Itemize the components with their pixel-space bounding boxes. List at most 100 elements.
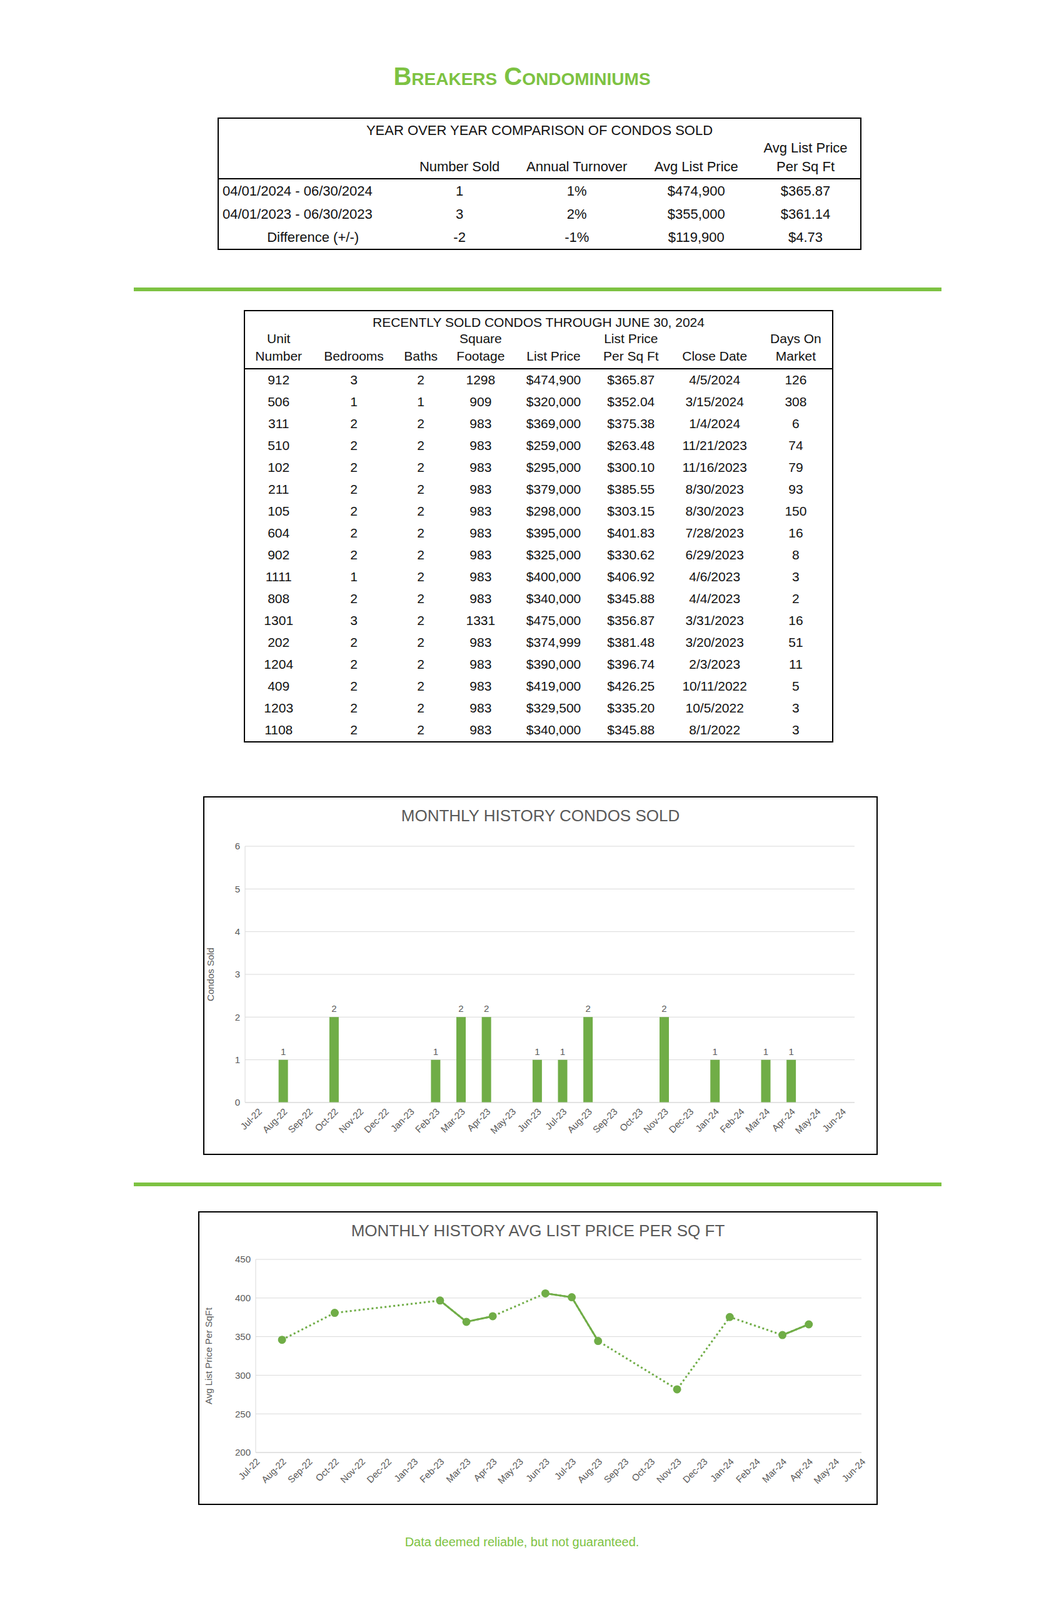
svg-text:6: 6 (235, 840, 241, 852)
svg-text:Jun-23: Jun-23 (515, 1106, 543, 1135)
svg-text:450: 450 (235, 1254, 251, 1265)
svg-text:200: 200 (235, 1447, 251, 1458)
svg-text:Apr-23: Apr-23 (471, 1456, 499, 1485)
svg-text:Aug-22: Aug-22 (260, 1106, 289, 1136)
svg-text:2: 2 (235, 1012, 241, 1023)
svg-text:Mar-24: Mar-24 (760, 1456, 789, 1486)
html-text:$365.87: $365.87 (780, 183, 831, 199)
svg-text:Jul-22: Jul-22 (236, 1456, 262, 1483)
svg-text:250: 250 (235, 1409, 251, 1420)
svg-text:Dec-22: Dec-22 (361, 1106, 391, 1136)
svg-text:Nov-23: Nov-23 (641, 1106, 671, 1136)
html-text:Number Sold: Number Sold (419, 158, 500, 175)
svg-text:Oct-23: Oct-23 (617, 1106, 645, 1135)
svg-text:1: 1 (280, 1046, 286, 1058)
html-text:$361.14: $361.14 (780, 206, 831, 222)
svg-text:Feb-23: Feb-23 (413, 1106, 442, 1136)
html-text:912: 912 (267, 372, 290, 388)
svg-text:Mar-24: Mar-24 (743, 1106, 773, 1136)
svg-text:Nov-23: Nov-23 (654, 1456, 684, 1486)
svg-text:1: 1 (788, 1046, 794, 1058)
html-text:1%: 1% (566, 183, 587, 199)
svg-text:Apr-24: Apr-24 (769, 1106, 798, 1135)
svg-text:Condos Sold: Condos Sold (205, 947, 216, 1002)
svg-text:Jul-23: Jul-23 (543, 1106, 569, 1132)
svg-text:Mar-23: Mar-23 (438, 1106, 467, 1136)
svg-text:1: 1 (712, 1046, 718, 1058)
svg-text:May-23: May-23 (495, 1456, 526, 1486)
html-text:$4.73: $4.73 (788, 229, 823, 245)
html-text:1298: 1298 (466, 372, 496, 388)
svg-text:Aug-22: Aug-22 (259, 1456, 289, 1486)
svg-text:May-24: May-24 (811, 1456, 841, 1486)
svg-text:Aug-23: Aug-23 (565, 1106, 594, 1136)
html-text:Per Sq Ft: Per Sq Ft (776, 158, 835, 175)
html-text:$119,900: $119,900 (668, 229, 725, 245)
svg-text:Dec-23: Dec-23 (680, 1456, 710, 1486)
svg-text:1: 1 (763, 1046, 769, 1058)
svg-text:Oct-22: Oct-22 (313, 1456, 341, 1485)
svg-text:Nov-22: Nov-22 (338, 1456, 367, 1486)
svg-text:May-24: May-24 (792, 1106, 823, 1136)
svg-text:Sep-23: Sep-23 (601, 1456, 631, 1486)
svg-text:2: 2 (585, 1003, 591, 1014)
html-text:Avg List Price: Avg List Price (654, 158, 739, 175)
svg-text:Jan-24: Jan-24 (693, 1106, 721, 1135)
svg-text:Jan-23: Jan-23 (391, 1456, 420, 1485)
svg-text:Feb-24: Feb-24 (733, 1456, 763, 1486)
svg-text:Aug-23: Aug-23 (575, 1456, 604, 1486)
svg-text:Mar-23: Mar-23 (443, 1456, 473, 1486)
svg-text:Sep-23: Sep-23 (590, 1106, 619, 1136)
svg-text:Jul-23: Jul-23 (552, 1456, 578, 1483)
html-text:Breakers Condominiums: Breakers Condominiums (393, 62, 651, 91)
html-text:YEAR OVER YEAR COMPARISON OF C: YEAR OVER YEAR COMPARISON OF CONDOS SOLD (366, 122, 713, 139)
svg-text:1: 1 (235, 1054, 241, 1066)
html-text:Difference (+/-): Difference (+/-) (267, 229, 359, 245)
html-text:-1%: -1% (564, 229, 590, 245)
svg-text:2: 2 (458, 1003, 464, 1014)
svg-text:2: 2 (661, 1003, 667, 1014)
svg-text:Jun-24: Jun-24 (820, 1106, 848, 1135)
svg-text:Oct-23: Oct-23 (629, 1456, 658, 1485)
svg-text:Nov-22: Nov-22 (336, 1106, 366, 1136)
svg-text:Dec-23: Dec-23 (666, 1106, 696, 1136)
svg-text:Jan-23: Jan-23 (388, 1106, 416, 1135)
svg-text:Apr-24: Apr-24 (787, 1456, 816, 1485)
svg-text:300: 300 (235, 1370, 251, 1381)
svg-text:0: 0 (235, 1097, 241, 1108)
svg-text:1: 1 (534, 1046, 540, 1058)
html-text:$365.87: $365.87 (607, 372, 655, 388)
svg-text:350: 350 (235, 1331, 251, 1343)
html-text:04/01/2024 - 06/30/2024: 04/01/2024 - 06/30/2024 (222, 183, 373, 199)
svg-text:Feb-23: Feb-23 (417, 1456, 447, 1486)
svg-text:Feb-24: Feb-24 (717, 1106, 747, 1136)
svg-text:3: 3 (235, 968, 241, 980)
svg-text:Dec-22: Dec-22 (364, 1456, 394, 1486)
html-text:04/01/2023 - 06/30/2023: 04/01/2023 - 06/30/2023 (222, 206, 373, 222)
html-text:Avg List Price: Avg List Price (763, 140, 848, 156)
svg-text:Avg List Price Per SqFt: Avg List Price Per SqFt (203, 1307, 214, 1405)
svg-text:May-23: May-23 (488, 1106, 518, 1136)
html-text:MONTHLY HISTORY CONDOS SOLD: MONTHLY HISTORY CONDOS SOLD (401, 806, 680, 826)
svg-text:5: 5 (235, 883, 241, 895)
html-text:Annual Turnover: Annual Turnover (526, 158, 628, 175)
svg-text:Oct-22: Oct-22 (312, 1106, 341, 1135)
svg-text:1: 1 (560, 1046, 566, 1058)
svg-text:2: 2 (331, 1003, 337, 1014)
svg-text:400: 400 (235, 1292, 251, 1304)
svg-text:Jun-24: Jun-24 (839, 1456, 868, 1485)
svg-text:2: 2 (483, 1003, 489, 1014)
svg-text:Sep-22: Sep-22 (285, 1456, 315, 1486)
svg-text:Jun-23: Jun-23 (523, 1456, 552, 1485)
html-text:MONTHLY HISTORY AVG LIST PRICE: MONTHLY HISTORY AVG LIST PRICE PER SQ FT (351, 1221, 725, 1241)
html-text:$355,000: $355,000 (667, 206, 725, 222)
html-text:$474,900: $474,900 (667, 183, 725, 199)
html-text:2%: 2% (566, 206, 587, 222)
svg-text:Apr-23: Apr-23 (465, 1106, 493, 1135)
svg-text:4: 4 (235, 926, 241, 938)
svg-text:Jul-22: Jul-22 (238, 1106, 264, 1132)
svg-text:Sep-22: Sep-22 (285, 1106, 315, 1136)
svg-text:Jan-24: Jan-24 (708, 1456, 736, 1485)
html-text:$474,900: $474,900 (526, 372, 581, 388)
svg-text:1: 1 (433, 1046, 439, 1058)
